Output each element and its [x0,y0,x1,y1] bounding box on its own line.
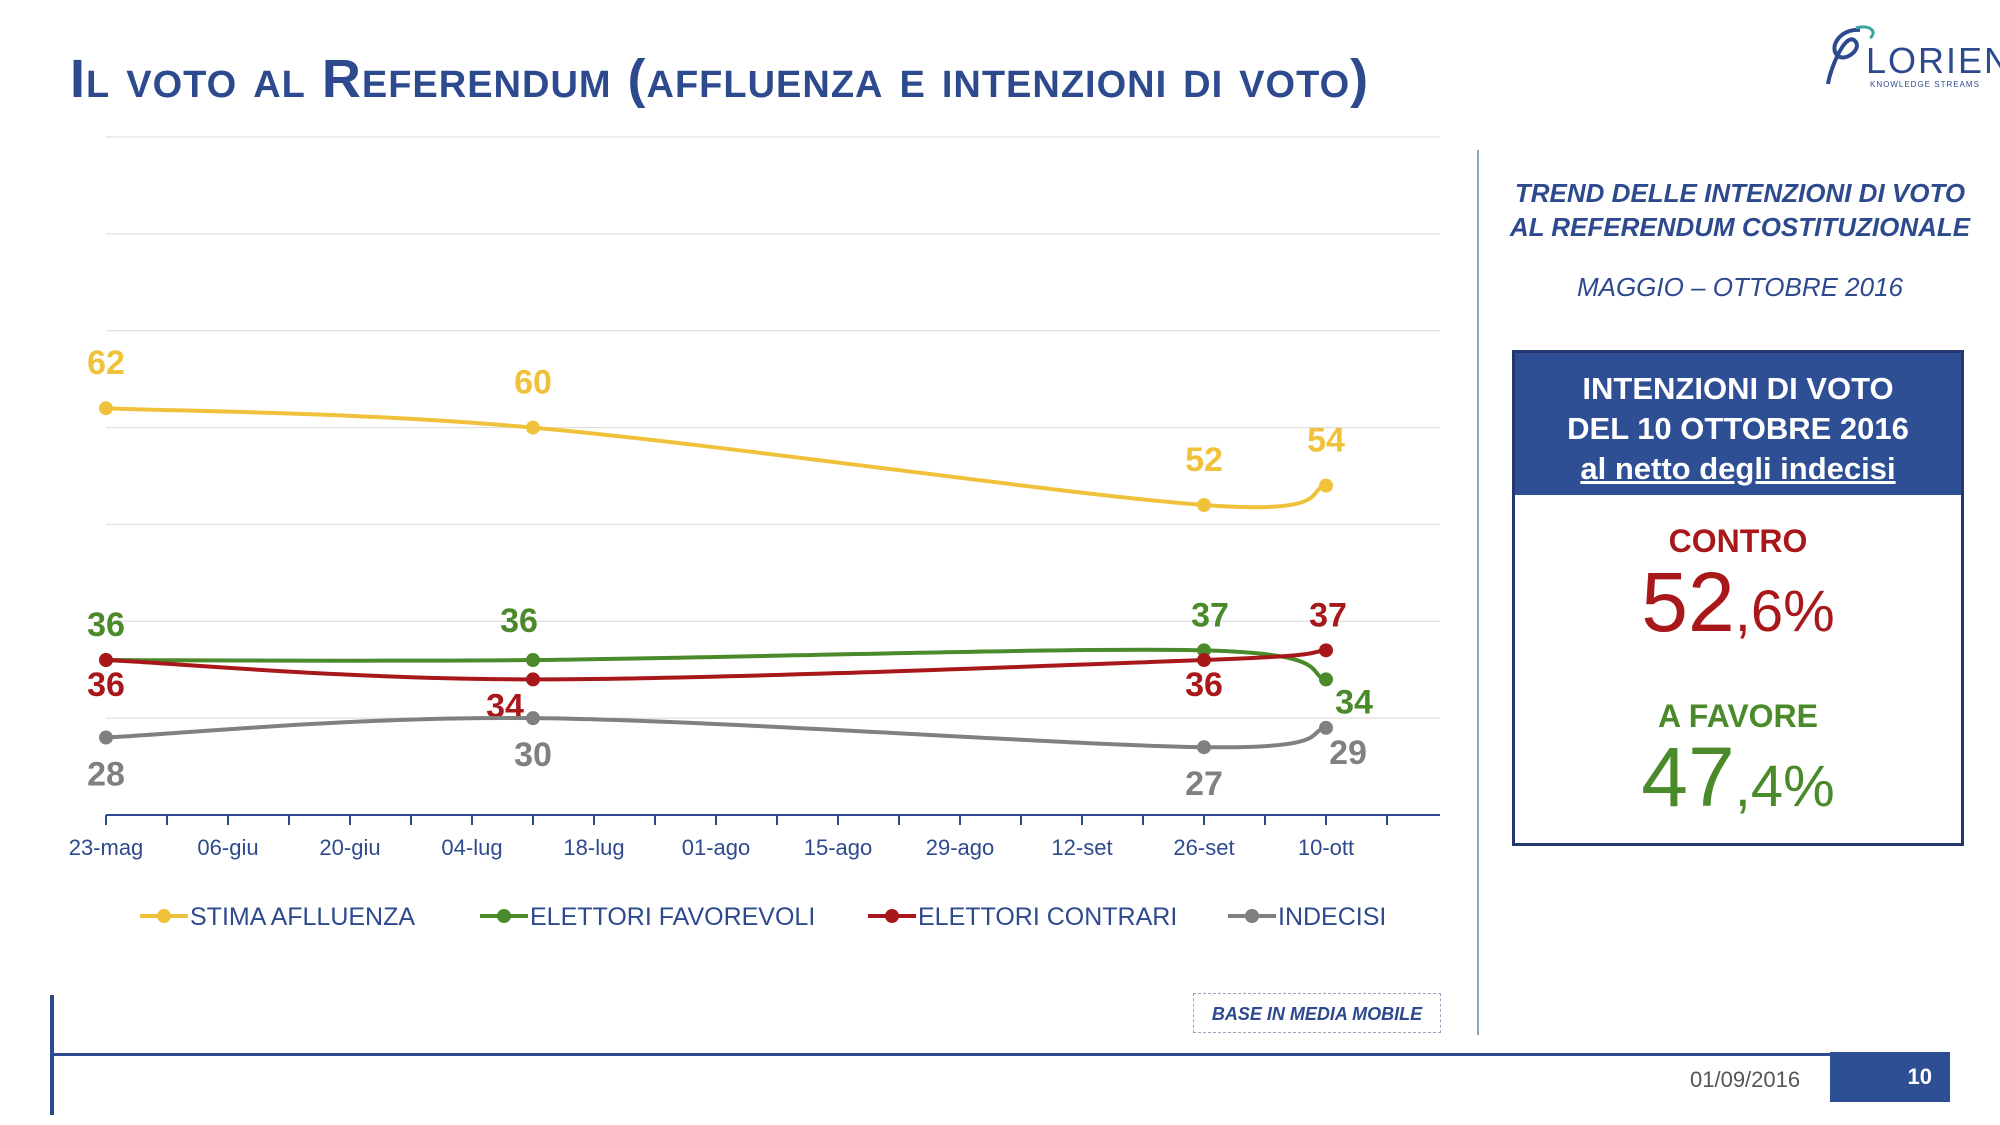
moving-average-note: BASE IN MEDIA MOBILE [1193,993,1441,1033]
series-line-3 [105,716,1327,750]
data-label: 36 [87,606,125,644]
box-header-line3: al netto degli indecisi [1580,451,1896,486]
vertical-divider [1477,150,1479,1035]
data-label: 36 [500,602,538,640]
company-logo: LORIEN KNOWLEDGE STREAMS [1820,18,2000,93]
data-point [1197,653,1211,668]
contro-value-dec: ,6% [1734,579,1835,644]
data-label: 37 [1191,596,1229,634]
data-point [1319,643,1333,658]
x-tick-label: 29-ago [926,835,995,860]
page-number: 10 [1830,1052,1950,1102]
x-tick-label: 10-ott [1298,835,1354,860]
favore-value: 47,4% [1515,735,1961,829]
data-label: 28 [87,756,125,794]
data-label: 52 [1185,441,1223,479]
x-tick-label: 12-set [1051,835,1112,860]
box-body: CONTRO 52,6% A FAVORE 47,4% [1515,523,1961,829]
data-label: 29 [1329,734,1367,772]
data-label: 54 [1307,422,1345,460]
data-point [526,420,540,435]
data-point [1197,498,1211,513]
data-point [526,672,540,687]
x-tick-label: 04-lug [441,835,502,860]
trend-heading: TREND DELLE INTENZIONI DI VOTO AL REFERE… [1490,176,1990,244]
box-header: INTENZIONI DI VOTO DEL 10 OTTOBRE 2016 a… [1515,353,1961,495]
data-point [526,711,540,726]
logo-text: LORIEN [1866,40,2000,81]
data-point [1197,643,1211,658]
data-label: 34 [1335,683,1373,721]
data-point [99,730,113,745]
data-point [526,653,540,668]
legend-marker [885,909,899,923]
x-tick-label: 26-set [1173,835,1234,860]
footer-horizontal-line [50,1053,1830,1056]
x-tick-label: 18-lug [563,835,624,860]
x-tick-label: 20-giu [319,835,380,860]
data-label: 36 [87,666,125,704]
x-tick-label: 23-mag [69,835,144,860]
data-label: 62 [87,344,125,382]
legend-label: INDECISI [1278,903,1386,931]
legend-label: STIMA AFLLUENZA [190,903,415,931]
voting-intentions-box: INTENZIONI DI VOTO DEL 10 OTTOBRE 2016 a… [1512,350,1964,846]
legend-marker [497,909,511,923]
x-tick-label: 01-ago [682,835,751,860]
data-label: 60 [514,364,552,402]
legend-label: ELETTORI FAVOREVOLI [530,903,815,931]
line-chart: 23-mag 06-giu 20-giu 04-lug 18-lug 01-ago 15-a… [69,136,1440,931]
logo-swirl-icon [1826,25,1875,85]
favore-value-int: 47 [1641,730,1735,824]
data-label: 30 [514,736,552,774]
trend-heading-line2: AL REFERENDUM COSTITUZIONALE [1509,212,1971,242]
series-line-0 [105,406,1327,510]
x-tick-label: 06-giu [197,835,258,860]
period-label: MAGGIO – OTTOBRE 2016 [1576,272,1904,302]
data-label: 36 [1185,666,1223,704]
data-point [99,653,113,668]
data-point [1319,720,1333,735]
contro-value-int: 52 [1641,555,1735,649]
contro-value: 52,6% [1515,560,1961,654]
page-title: Il voto al Referendum (affluenza e inten… [70,49,1370,109]
data-label: 27 [1185,765,1223,803]
legend-label: ELETTORI CONTRARI [918,903,1177,931]
trend-heading-line1: TREND DELLE INTENZIONI DI VOTO [1514,178,1966,208]
box-header-line2: DEL 10 OTTOBRE 2016 [1567,411,1909,446]
data-label: 37 [1309,596,1347,634]
x-tick-label: 15-ago [804,835,873,860]
data-point [1319,478,1333,493]
contro-label: CONTRO [1668,523,1808,559]
legend-marker [1245,909,1259,923]
series-line-2 [105,648,1327,682]
footer-date: 01/09/2016 [1690,1067,1801,1092]
data-point [1197,740,1211,755]
favore-value-dec: ,4% [1734,754,1835,819]
data-point [1319,672,1333,687]
logo-tagline: KNOWLEDGE STREAMS [1870,80,1980,89]
legend-marker [157,909,171,923]
favore-label: A FAVORE [1657,698,1818,734]
data-point [99,401,113,416]
box-header-line1: INTENZIONI DI VOTO [1582,371,1894,406]
